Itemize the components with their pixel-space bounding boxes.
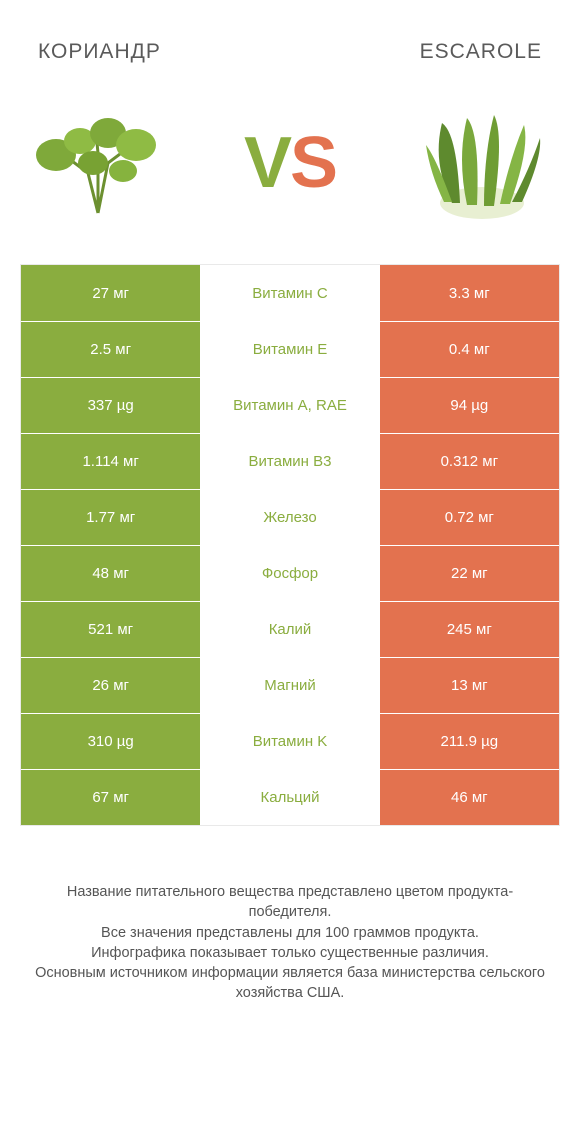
left-value-cell: 26 мг <box>21 658 200 713</box>
right-value-cell: 22 мг <box>380 546 559 601</box>
table-row: 310 µgВитамин K211.9 µg <box>21 713 559 769</box>
left-value-cell: 1.114 мг <box>21 434 200 489</box>
left-food-image <box>18 98 178 228</box>
table-row: 48 мгФосфор22 мг <box>21 545 559 601</box>
table-row: 26 мгМагний13 мг <box>21 657 559 713</box>
vs-s: S <box>290 122 336 204</box>
left-value-cell: 27 мг <box>21 265 200 321</box>
table-row: 27 мгВитамин C3.3 мг <box>21 265 559 321</box>
footnote-line: Инфографика показывает только существенн… <box>30 943 550 963</box>
left-value-cell: 48 мг <box>21 546 200 601</box>
nutrient-label-cell: Железо <box>200 490 379 545</box>
right-food-title: ESCAROLE <box>420 40 542 64</box>
left-value-cell: 310 µg <box>21 714 200 769</box>
nutrient-label-cell: Магний <box>200 658 379 713</box>
comparison-table: 27 мгВитамин C3.3 мг2.5 мгВитамин E0.4 м… <box>20 264 560 826</box>
right-value-cell: 211.9 µg <box>380 714 559 769</box>
nutrient-label-cell: Витамин A, RAE <box>200 378 379 433</box>
table-row: 2.5 мгВитамин E0.4 мг <box>21 321 559 377</box>
nutrient-label-cell: Витамин C <box>200 265 379 321</box>
vs-row: VS <box>0 84 580 264</box>
right-value-cell: 13 мг <box>380 658 559 713</box>
footnote-line: Основным источником информации является … <box>30 963 550 1004</box>
left-value-cell: 521 мг <box>21 602 200 657</box>
table-row: 1.114 мгВитамин B30.312 мг <box>21 433 559 489</box>
right-value-cell: 46 мг <box>380 770 559 825</box>
right-value-cell: 0.72 мг <box>380 490 559 545</box>
right-value-cell: 0.4 мг <box>380 322 559 377</box>
footnote-line: Название питательного вещества представл… <box>30 882 550 923</box>
vs-v: V <box>244 122 290 204</box>
left-value-cell: 2.5 мг <box>21 322 200 377</box>
vs-label: VS <box>244 122 336 204</box>
nutrient-label-cell: Витамин B3 <box>200 434 379 489</box>
table-row: 521 мгКалий245 мг <box>21 601 559 657</box>
table-row: 1.77 мгЖелезо0.72 мг <box>21 489 559 545</box>
table-row: 67 мгКальций46 мг <box>21 769 559 825</box>
left-food-title: КОРИАНДР <box>38 40 161 64</box>
right-value-cell: 245 мг <box>380 602 559 657</box>
nutrient-label-cell: Калий <box>200 602 379 657</box>
footnote-line: Все значения представлены для 100 граммо… <box>30 923 550 943</box>
footnote-text: Название питательного вещества представл… <box>30 882 550 1004</box>
nutrient-label-cell: Кальций <box>200 770 379 825</box>
header: КОРИАНДР ESCAROLE <box>0 0 580 84</box>
right-value-cell: 94 µg <box>380 378 559 433</box>
right-food-image <box>402 98 562 228</box>
left-value-cell: 67 мг <box>21 770 200 825</box>
left-value-cell: 337 µg <box>21 378 200 433</box>
nutrient-label-cell: Витамин E <box>200 322 379 377</box>
left-value-cell: 1.77 мг <box>21 490 200 545</box>
right-value-cell: 0.312 мг <box>380 434 559 489</box>
nutrient-label-cell: Фосфор <box>200 546 379 601</box>
right-value-cell: 3.3 мг <box>380 265 559 321</box>
table-row: 337 µgВитамин A, RAE94 µg <box>21 377 559 433</box>
nutrient-label-cell: Витамин K <box>200 714 379 769</box>
